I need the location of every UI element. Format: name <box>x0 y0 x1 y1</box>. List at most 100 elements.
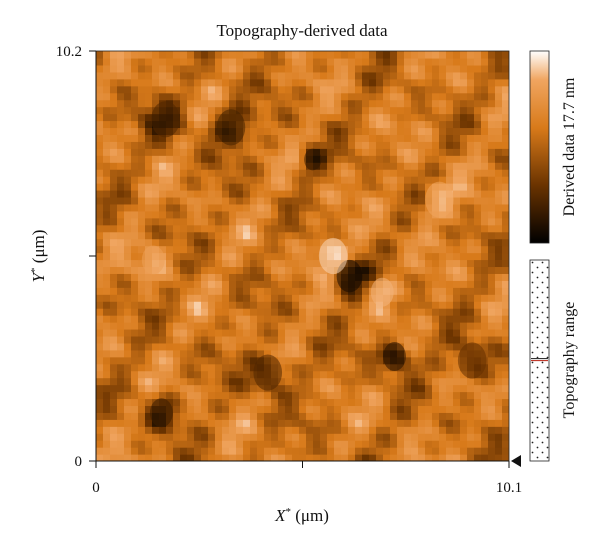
heatmap-cell <box>439 231 447 240</box>
heatmap-cell <box>383 162 391 170</box>
heatmap-cell <box>264 273 272 281</box>
heatmap-cell <box>411 189 419 198</box>
heatmap-cell <box>327 71 335 80</box>
heatmap-cell <box>271 259 279 268</box>
heatmap-cell <box>215 419 223 427</box>
heatmap-cell <box>362 266 370 274</box>
heatmap-cell <box>404 349 412 358</box>
heatmap-cell <box>460 141 468 149</box>
heatmap-cell <box>306 342 314 351</box>
heatmap-cell <box>208 342 216 351</box>
heatmap-cell <box>404 266 412 274</box>
heatmap-cell <box>439 363 447 372</box>
heatmap-cell <box>201 113 209 122</box>
heatmap-cell <box>194 328 202 337</box>
heatmap-cell <box>117 183 125 191</box>
heatmap-cell <box>341 57 349 66</box>
heatmap-cell <box>229 405 237 413</box>
heatmap-cell <box>397 335 405 344</box>
heatmap-cell <box>257 322 265 330</box>
heatmap-cell <box>404 64 412 73</box>
heatmap-cell <box>334 176 342 184</box>
heatmap-cell <box>103 440 111 448</box>
heatmap-cell <box>404 57 412 66</box>
heatmap-cell <box>292 266 300 274</box>
heatmap-cell <box>159 335 167 344</box>
heatmap-cell <box>299 252 307 261</box>
heatmap-cell <box>341 141 349 149</box>
heatmap-cell <box>131 134 139 142</box>
heatmap-cell <box>432 252 440 261</box>
heatmap-cell <box>145 287 153 295</box>
heatmap-cell <box>390 183 398 191</box>
heatmap-cell <box>446 315 454 323</box>
heatmap-cell <box>355 398 363 407</box>
heatmap-cell <box>201 196 209 205</box>
heatmap-cell <box>411 259 419 268</box>
heatmap-cell <box>411 113 419 122</box>
heatmap-cell <box>411 245 419 254</box>
heatmap-cell <box>243 252 251 261</box>
heatmap-cell <box>271 287 279 295</box>
heatmap-cell <box>348 176 356 184</box>
heatmap-cell <box>467 405 475 413</box>
heatmap-cell <box>292 280 300 288</box>
heatmap-cell <box>334 106 342 115</box>
heatmap-cell <box>495 294 503 302</box>
heatmap-cell <box>208 426 216 434</box>
heatmap-cell <box>481 294 489 302</box>
heatmap-cell <box>201 64 209 73</box>
heatmap-cell <box>341 238 349 247</box>
heatmap-cell <box>481 189 489 198</box>
heatmap-feature-2 <box>304 148 322 171</box>
heatmap-cell <box>313 328 321 337</box>
heatmap-cell <box>341 391 349 400</box>
heatmap-cell <box>110 57 118 66</box>
heatmap-cell <box>299 92 307 101</box>
heatmap-cell <box>215 85 223 94</box>
heatmap-cell <box>96 120 104 129</box>
heatmap-cell <box>103 301 111 309</box>
heatmap-cell <box>397 315 405 323</box>
heatmap-cell <box>299 57 307 66</box>
heatmap-cell <box>103 454 111 461</box>
heatmap-cell <box>362 419 370 427</box>
heatmap-cell <box>285 71 293 80</box>
heatmap-cell <box>229 287 237 295</box>
heatmap-cell <box>411 419 419 427</box>
heatmap-cell <box>376 315 384 323</box>
heatmap-cell <box>341 217 349 226</box>
heatmap-cell <box>229 391 237 400</box>
heatmap-cell <box>453 294 461 302</box>
heatmap-cell <box>369 51 377 59</box>
heatmap-cell <box>236 308 244 316</box>
heatmap-cell <box>194 405 202 413</box>
heatmap-cell <box>152 231 160 240</box>
heatmap-cell <box>404 71 412 80</box>
heatmap-cell <box>320 71 328 80</box>
heatmap-cell <box>285 384 293 393</box>
heatmap-cell <box>411 169 419 177</box>
heatmap-cell <box>145 398 153 407</box>
heatmap-cell <box>341 71 349 80</box>
heatmap-cell <box>194 342 202 351</box>
heatmap-cell <box>250 419 258 427</box>
heatmap-cell <box>110 315 118 323</box>
heatmap-cell <box>292 447 300 455</box>
heatmap-cell <box>215 57 223 66</box>
heatmap-cell <box>341 342 349 351</box>
heatmap-cell <box>131 71 139 80</box>
heatmap-cell <box>327 51 335 59</box>
heatmap-cell <box>187 287 195 295</box>
heatmap-cell <box>236 273 244 281</box>
heatmap-cell <box>411 412 419 420</box>
heatmap-cell <box>208 203 216 212</box>
heatmap-cell <box>369 155 377 163</box>
heatmap-cell <box>243 57 251 66</box>
heatmap-cell <box>278 231 286 240</box>
heatmap-cell <box>404 92 412 101</box>
heatmap-cell <box>285 412 293 420</box>
heatmap-cell <box>341 384 349 393</box>
heatmap-cell <box>166 377 174 386</box>
heatmap-cell <box>467 454 475 461</box>
